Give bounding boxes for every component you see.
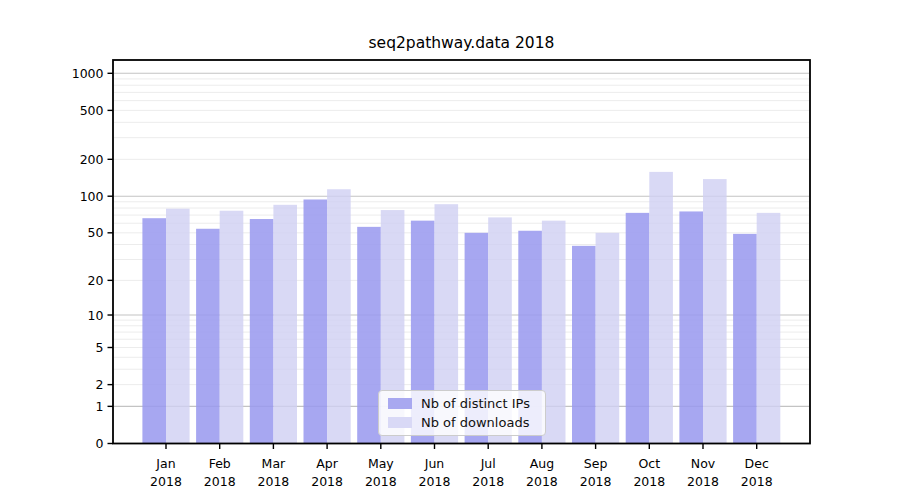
x-tick-label-month: Oct (638, 456, 660, 471)
x-tick-label-month: Jun (424, 456, 445, 471)
x-tick-label-year: 2018 (633, 474, 665, 489)
x-tick-label-month: Dec (745, 456, 769, 471)
legend-item-downloads: Nb of downloads (388, 415, 536, 430)
y-tick-label: 10 (88, 308, 104, 323)
x-tick-label-month: Sep (584, 456, 608, 471)
bar-distinct-ips-sep (572, 246, 596, 444)
bar-downloads-apr (327, 189, 351, 443)
x-tick-label-year: 2018 (365, 474, 397, 489)
x-tick-label-year: 2018 (311, 474, 343, 489)
x-tick-label-year: 2018 (150, 474, 182, 489)
y-tick-label: 2 (96, 377, 104, 392)
y-tick-label: 100 (80, 189, 104, 204)
y-tick-label: 20 (88, 273, 104, 288)
x-tick-label-month: Feb (209, 456, 231, 471)
x-tick-label-year: 2018 (687, 474, 719, 489)
bar-distinct-ips-mar (250, 219, 274, 443)
y-tick-label: 0 (96, 436, 104, 451)
bar-distinct-ips-apr (304, 199, 328, 443)
x-tick-label-month: Mar (262, 456, 286, 471)
x-tick-label-month: Apr (316, 456, 338, 471)
bar-downloads-jan (166, 209, 190, 444)
y-tick-label: 1 (96, 399, 104, 414)
x-tick-label-month: Jan (155, 456, 175, 471)
y-tick-label: 1000 (72, 66, 104, 81)
bar-distinct-ips-feb (196, 229, 220, 444)
bar-distinct-ips-jan (142, 218, 166, 443)
legend-swatch-downloads (388, 417, 412, 428)
bar-downloads-oct (649, 172, 673, 444)
y-tick-label: 50 (88, 225, 104, 240)
bar-downloads-nov (703, 179, 727, 443)
x-tick-label-month: Jul (480, 456, 496, 471)
legend: Nb of distinct IPs Nb of downloads (378, 390, 546, 436)
y-tick-label: 5 (96, 340, 104, 355)
legend-item-distinct-ips: Nb of distinct IPs (388, 396, 536, 411)
x-tick-label-year: 2018 (257, 474, 289, 489)
legend-swatch-distinct-ips (388, 398, 412, 409)
x-tick-label-year: 2018 (472, 474, 504, 489)
x-tick-label-year: 2018 (204, 474, 236, 489)
legend-label-distinct-ips: Nb of distinct IPs (421, 396, 530, 411)
y-tick-label: 500 (80, 103, 104, 118)
x-tick-label-month: Nov (691, 456, 716, 471)
figure: seq2pathway.data 2018 012510205010020050… (0, 0, 900, 500)
bar-distinct-ips-nov (679, 211, 703, 443)
bar-downloads-sep (596, 233, 620, 444)
bar-distinct-ips-oct (626, 213, 650, 444)
bar-downloads-mar (273, 205, 297, 444)
x-tick-label-year: 2018 (741, 474, 773, 489)
y-tick-label: 200 (80, 152, 104, 167)
legend-label-downloads: Nb of downloads (421, 415, 529, 430)
bar-distinct-ips-dec (733, 234, 757, 444)
x-tick-label-year: 2018 (526, 474, 558, 489)
x-tick-label-year: 2018 (580, 474, 612, 489)
bar-downloads-dec (757, 213, 781, 444)
x-tick-label-month: Aug (530, 456, 554, 471)
bar-downloads-feb (220, 211, 244, 444)
x-tick-label-month: May (368, 456, 394, 471)
x-tick-label-year: 2018 (419, 474, 451, 489)
